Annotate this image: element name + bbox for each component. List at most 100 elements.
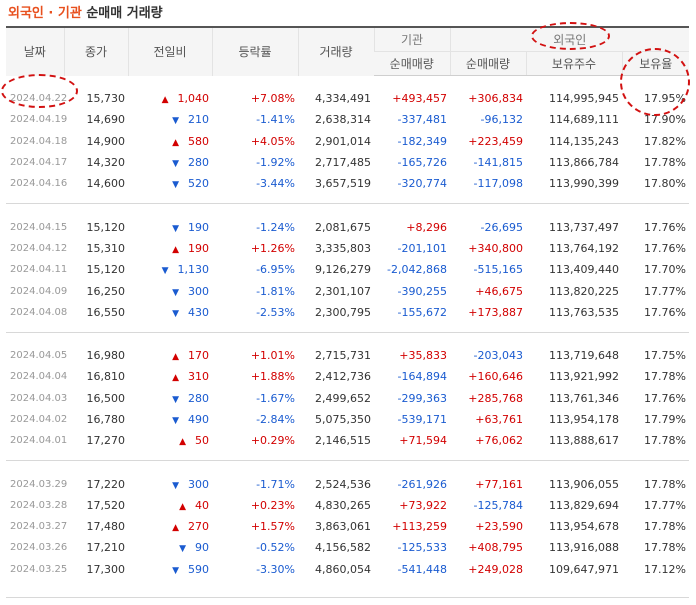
- table-row: 2024.04.03 16,500 ▼ 280 -1.67% 2,499,652 -299,…: [6, 388, 689, 409]
- cell-foreign-ratio: 17.78%: [644, 434, 686, 448]
- cell-foreign-holdings: 113,954,678: [549, 520, 619, 534]
- triangle-down-icon: ▼: [172, 416, 179, 426]
- change-value: 280: [188, 156, 209, 170]
- cell-volume: 3,863,061: [315, 520, 371, 534]
- header-close: 종가: [63, 27, 128, 76]
- cell-volume: 2,081,675: [315, 220, 371, 234]
- cell-rate: -3.30%: [256, 562, 295, 576]
- cell-close: 17,300: [86, 562, 126, 576]
- cell-rate: +4.05%: [250, 134, 295, 148]
- cell-foreign-ratio: 17.79%: [644, 413, 686, 426]
- cell-foreign-holdings: 113,761,346: [549, 391, 619, 405]
- cell-foreign-holdings: 114,995,945: [549, 92, 619, 106]
- cell-date: 2024.03.28: [10, 499, 68, 511]
- cell-change: ▲ 40: [128, 495, 212, 516]
- cell-volume: 2,412,736: [315, 370, 371, 384]
- cell-inst-net: +8,296: [406, 220, 447, 234]
- header-foreign: 외국인: [449, 27, 689, 52]
- triangle-down-icon: ▼: [172, 287, 179, 298]
- title-institution: 기관: [57, 6, 82, 21]
- cell-inst-net: -125,533: [397, 541, 447, 555]
- cell-close: 15,120: [86, 263, 126, 277]
- cell-foreign-net: +173,887: [468, 305, 523, 319]
- header-change: 전일비: [127, 27, 212, 76]
- change-value: 270: [188, 520, 209, 534]
- cell-change: ▲ 170: [128, 345, 212, 366]
- table-bottom-border: [6, 597, 689, 598]
- cell-volume: 2,715,731: [315, 349, 371, 363]
- cell-change: ▼ 300: [128, 473, 212, 494]
- table-row: 2024.04.08 16,550 ▼ 430 -2.53% 2,300,795 -155,…: [6, 302, 689, 323]
- cell-change: ▼ 280: [128, 152, 212, 173]
- cell-close: 16,250: [86, 284, 126, 298]
- table-header: 날짜 종가 전일비 등락률 거래량 기관 외국인 순매매량 순매매량 보유주수 …: [6, 27, 689, 76]
- cell-date: 2024.04.18: [10, 135, 68, 147]
- cell-inst-net: -165,726: [397, 156, 447, 170]
- cell-change: ▼ 280: [128, 388, 212, 409]
- cell-inst-net: +71,594: [399, 434, 447, 448]
- cell-close: 14,600: [86, 177, 126, 191]
- cell-inst-net: -164,894: [397, 370, 447, 384]
- cell-date: 2024.03.25: [10, 563, 68, 575]
- cell-change: ▼ 190: [128, 216, 212, 237]
- cell-change: ▼ 90: [128, 537, 212, 558]
- cell-change: ▼ 300: [128, 280, 212, 301]
- group-spacer: [6, 204, 689, 217]
- cell-foreign-ratio: 17.78%: [644, 370, 686, 384]
- triangle-up-icon: ▲: [172, 352, 179, 363]
- cell-rate: +0.29%: [250, 434, 295, 448]
- change-value: 190: [188, 241, 209, 255]
- table-row: 2024.03.29 17,220 ▼ 300 -1.71% 2,524,536 -261,…: [6, 473, 689, 494]
- cell-volume: 2,638,314: [315, 113, 371, 127]
- group-divider: [6, 451, 689, 462]
- cell-rate: -1.24%: [256, 220, 295, 234]
- cell-foreign-net: -203,043: [473, 349, 523, 363]
- cell-foreign-holdings: 109,647,971: [549, 562, 619, 576]
- cell-close: 14,690: [86, 113, 126, 127]
- change-value: 1,040: [177, 92, 210, 106]
- table-row: 2024.04.18 14,900 ▲ 580 +4.05% 2,901,014 -182,…: [6, 131, 689, 152]
- triangle-down-icon: ▼: [172, 480, 179, 491]
- cell-close: 17,480: [86, 520, 126, 534]
- cell-change: ▲ 1,040: [128, 88, 212, 109]
- cell-inst-net: -182,349: [397, 134, 447, 148]
- cell-foreign-net: +285,768: [468, 391, 523, 405]
- cell-rate: +0.23%: [250, 498, 295, 512]
- triangle-up-icon: ▲: [172, 137, 179, 148]
- cell-volume: 2,301,107: [315, 284, 371, 298]
- table-row: 2024.04.19 14,690 ▼ 210 -1.41% 2,638,314 -337,…: [6, 109, 689, 130]
- cell-date: 2024.03.27: [10, 521, 68, 533]
- triangle-down-icon: ▼: [172, 565, 179, 576]
- cell-inst-net: -337,481: [397, 113, 447, 127]
- cell-foreign-net: -117,098: [473, 177, 523, 191]
- table-row: 2024.04.02 16,780 ▼ 490 -2.84% 5,075,350 -539,…: [6, 409, 689, 430]
- cell-rate: -3.44%: [256, 177, 295, 191]
- change-value: 580: [188, 134, 209, 148]
- cell-rate: -1.67%: [256, 391, 295, 405]
- cell-date: 2024.04.08: [10, 306, 68, 318]
- cell-close: 17,270: [86, 434, 126, 448]
- cell-foreign-holdings: 113,990,399: [549, 177, 619, 191]
- table-row: 2024.03.25 17,300 ▼ 590 -3.30% 4,860,054 -541,…: [6, 559, 689, 580]
- triangle-up-icon: ▲: [179, 437, 186, 448]
- group-divider: [6, 194, 689, 205]
- cell-foreign-net: +160,646: [468, 370, 523, 384]
- group-spacer: [6, 76, 689, 89]
- cell-foreign-holdings: 113,409,440: [549, 263, 619, 277]
- cell-change: ▼ 1,130: [128, 259, 212, 280]
- cell-foreign-net: +340,800: [468, 241, 523, 255]
- change-value: 490: [188, 413, 209, 426]
- header-foreign-holdings: 보유주수: [525, 51, 622, 76]
- cell-foreign-net: +46,675: [475, 284, 523, 298]
- cell-change: ▼ 210: [128, 109, 212, 130]
- cell-close: 17,520: [86, 498, 126, 512]
- cell-change: ▼ 520: [128, 173, 212, 194]
- change-value: 280: [188, 391, 209, 405]
- table-row: 2024.04.15 15,120 ▼ 190 -1.24% 2,081,675 +8,29…: [6, 216, 689, 237]
- cell-foreign-net: +63,761: [475, 413, 523, 426]
- cell-date: 2024.04.01: [10, 435, 68, 447]
- cell-foreign-holdings: 113,954,178: [549, 413, 619, 426]
- cell-foreign-net: -96,132: [480, 113, 523, 127]
- header-inst-net: 순매매량: [374, 51, 450, 76]
- cell-inst-net: -539,171: [397, 413, 447, 426]
